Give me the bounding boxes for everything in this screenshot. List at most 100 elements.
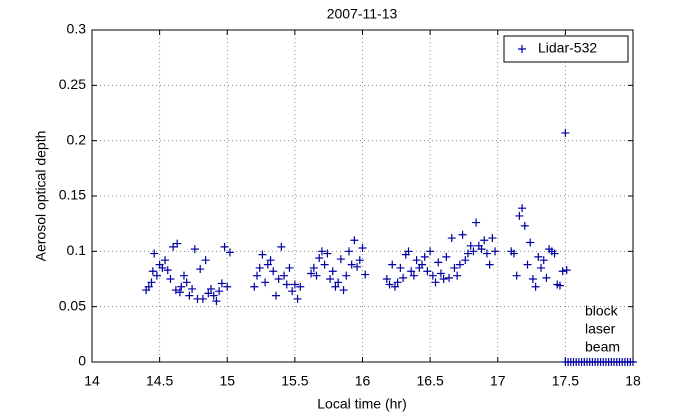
data-point [331, 282, 340, 291]
data-point [309, 263, 318, 272]
data-point [269, 267, 278, 276]
data-point [263, 260, 272, 269]
annotation: beam [585, 339, 620, 355]
data-point [148, 267, 157, 276]
data-point [326, 275, 335, 283]
data-point [393, 278, 402, 287]
data-point [204, 289, 213, 298]
data-point [515, 211, 524, 220]
data-point [350, 236, 359, 245]
data-point [169, 242, 178, 251]
data-point [518, 204, 527, 213]
data-point [312, 271, 321, 280]
y-tick-label: 0.3 [67, 21, 87, 37]
data-point [266, 256, 275, 265]
x-tick-label: 16 [355, 373, 371, 389]
data-point [212, 297, 221, 306]
data-point [555, 281, 564, 290]
data-point [562, 266, 571, 275]
data-point [428, 271, 437, 280]
data-point [407, 267, 416, 276]
data-point [453, 271, 462, 280]
x-tick-label: 16.5 [417, 373, 444, 389]
data-point [290, 280, 299, 289]
annotation: block [585, 303, 619, 319]
data-point [355, 256, 364, 265]
data-point [320, 260, 329, 269]
data-point [175, 288, 184, 297]
data-point [177, 282, 186, 291]
plot-frame [91, 29, 634, 363]
data-point [296, 282, 305, 291]
data-point [520, 221, 529, 230]
data-point [423, 267, 432, 276]
data-point [455, 260, 464, 269]
data-point [461, 256, 470, 265]
data-point [512, 271, 521, 280]
data-point [420, 252, 429, 261]
data-point [434, 258, 443, 267]
data-point [161, 256, 170, 265]
plot-area [92, 30, 633, 362]
data-point [404, 247, 413, 256]
x-tick-label: 14 [84, 373, 100, 389]
data-point [323, 249, 332, 258]
data-point [215, 287, 224, 296]
data-point [339, 286, 348, 295]
data-point [528, 275, 537, 283]
data-point [158, 263, 167, 272]
x-axis-label: Local time (hr) [317, 396, 406, 412]
data-point [445, 273, 454, 282]
data-point [396, 263, 405, 272]
x-tick-label: 14.5 [146, 373, 173, 389]
data-point [442, 252, 451, 261]
data-point [255, 263, 264, 272]
data-point [491, 247, 500, 256]
data-point [439, 275, 448, 283]
data-point [480, 236, 489, 245]
data-point [188, 284, 197, 293]
annotation: laser [585, 321, 616, 337]
data-point [382, 275, 391, 283]
data-point [482, 249, 491, 258]
data-point [431, 278, 440, 287]
data-point [463, 249, 472, 258]
data-point [285, 263, 294, 272]
data-point [488, 234, 497, 243]
data-point [253, 271, 262, 280]
data-point [412, 256, 421, 265]
data-point [250, 282, 259, 291]
data-point [542, 273, 551, 282]
y-tick-label: 0.2 [67, 131, 87, 147]
data-point [342, 271, 351, 280]
y-tick-label: 0.15 [59, 187, 86, 203]
chart-title: 2007-11-13 [327, 6, 398, 22]
y-tick-label: 0.05 [59, 297, 86, 313]
data-point [385, 280, 394, 289]
data-point [171, 286, 180, 295]
data-point [390, 282, 399, 291]
data-point [150, 249, 159, 258]
data-point [282, 280, 291, 289]
data-point [185, 291, 194, 300]
data-point [179, 271, 188, 280]
data-point [182, 278, 191, 287]
data-point [220, 242, 229, 251]
y-tick-label: 0.1 [67, 242, 87, 258]
data-point [561, 128, 570, 137]
x-tick-label: 17.5 [552, 373, 579, 389]
data-point [447, 234, 456, 243]
data-point [201, 256, 210, 265]
data-point [472, 218, 481, 227]
x-tick-label: 15.5 [281, 373, 308, 389]
data-point [523, 260, 532, 269]
data-point [334, 278, 343, 287]
data-point [347, 260, 356, 269]
data-point [209, 291, 218, 300]
data-point [147, 278, 156, 287]
legend-marker [518, 45, 526, 53]
data-point [173, 239, 182, 248]
data-point [271, 291, 280, 300]
data-point [534, 252, 543, 261]
x-tick-label: 17 [490, 373, 506, 389]
